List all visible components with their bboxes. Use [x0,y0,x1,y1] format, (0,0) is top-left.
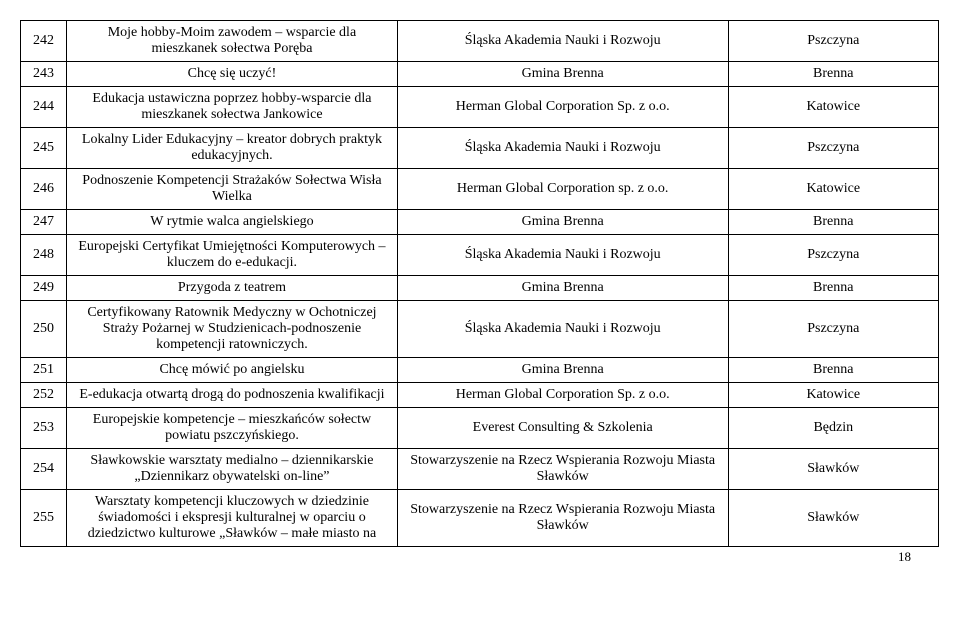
row-organization: Everest Consulting & Szkolenia [397,408,728,449]
row-description: Chcę się uczyć! [67,62,398,87]
row-organization: Herman Global Corporation Sp. z o.o. [397,383,728,408]
row-number: 248 [21,235,67,276]
table-row: 247W rytmie walca angielskiegoGmina Bren… [21,210,939,235]
row-number: 246 [21,169,67,210]
row-description: Sławkowskie warsztaty medialno – dzienni… [67,449,398,490]
row-place: Brenna [728,210,938,235]
table-row: 246Podnoszenie Kompetencji Strażaków Soł… [21,169,939,210]
row-place: Brenna [728,62,938,87]
row-place: Będzin [728,408,938,449]
table-row: 248Europejski Certyfikat Umiejętności Ko… [21,235,939,276]
row-organization: Gmina Brenna [397,276,728,301]
row-place: Katowice [728,169,938,210]
row-place: Sławków [728,490,938,547]
table-row: 249Przygoda z teatremGmina BrennaBrenna [21,276,939,301]
table-row: 242Moje hobby-Moim zawodem – wsparcie dl… [21,21,939,62]
table-row: 251Chcę mówić po angielskuGmina BrennaBr… [21,358,939,383]
row-number: 255 [21,490,67,547]
row-place: Pszczyna [728,21,938,62]
row-description: W rytmie walca angielskiego [67,210,398,235]
table-row: 255Warsztaty kompetencji kluczowych w dz… [21,490,939,547]
row-organization: Stowarzyszenie na Rzecz Wspierania Rozwo… [397,490,728,547]
row-number: 244 [21,87,67,128]
row-place: Brenna [728,276,938,301]
row-description: Chcę mówić po angielsku [67,358,398,383]
row-description: Przygoda z teatrem [67,276,398,301]
row-number: 243 [21,62,67,87]
row-number: 249 [21,276,67,301]
row-number: 253 [21,408,67,449]
table-row: 253Europejskie kompetencje – mieszkańców… [21,408,939,449]
row-organization: Herman Global Corporation Sp. z o.o. [397,87,728,128]
row-organization: Śląska Akademia Nauki i Rozwoju [397,21,728,62]
row-place: Pszczyna [728,235,938,276]
row-number: 254 [21,449,67,490]
row-place: Sławków [728,449,938,490]
row-organization: Śląska Akademia Nauki i Rozwoju [397,128,728,169]
row-description: E-edukacja otwartą drogą do podnoszenia … [67,383,398,408]
row-organization: Gmina Brenna [397,62,728,87]
row-number: 250 [21,301,67,358]
table-row: 250Certyfikowany Ratownik Medyczny w Och… [21,301,939,358]
table-row: 243Chcę się uczyć!Gmina BrennaBrenna [21,62,939,87]
row-organization: Śląska Akademia Nauki i Rozwoju [397,235,728,276]
row-place: Katowice [728,383,938,408]
data-table: 242Moje hobby-Moim zawodem – wsparcie dl… [20,20,939,547]
table-row: 252E-edukacja otwartą drogą do podnoszen… [21,383,939,408]
row-place: Katowice [728,87,938,128]
row-organization: Gmina Brenna [397,210,728,235]
row-description: Warsztaty kompetencji kluczowych w dzied… [67,490,398,547]
table-row: 245Lokalny Lider Edukacyjny – kreator do… [21,128,939,169]
row-organization: Herman Global Corporation sp. z o.o. [397,169,728,210]
row-description: Certyfikowany Ratownik Medyczny w Ochotn… [67,301,398,358]
row-number: 252 [21,383,67,408]
row-description: Podnoszenie Kompetencji Strażaków Sołect… [67,169,398,210]
row-place: Pszczyna [728,301,938,358]
row-description: Moje hobby-Moim zawodem – wsparcie dla m… [67,21,398,62]
page-number: 18 [20,549,939,565]
row-organization: Gmina Brenna [397,358,728,383]
row-description: Europejskie kompetencje – mieszkańców so… [67,408,398,449]
row-place: Brenna [728,358,938,383]
row-number: 242 [21,21,67,62]
row-organization: Śląska Akademia Nauki i Rozwoju [397,301,728,358]
row-description: Lokalny Lider Edukacyjny – kreator dobry… [67,128,398,169]
row-description: Edukacja ustawiczna poprzez hobby-wsparc… [67,87,398,128]
row-organization: Stowarzyszenie na Rzecz Wspierania Rozwo… [397,449,728,490]
row-place: Pszczyna [728,128,938,169]
row-number: 251 [21,358,67,383]
row-number: 247 [21,210,67,235]
table-row: 244Edukacja ustawiczna poprzez hobby-wsp… [21,87,939,128]
row-number: 245 [21,128,67,169]
table-row: 254Sławkowskie warsztaty medialno – dzie… [21,449,939,490]
row-description: Europejski Certyfikat Umiejętności Kompu… [67,235,398,276]
